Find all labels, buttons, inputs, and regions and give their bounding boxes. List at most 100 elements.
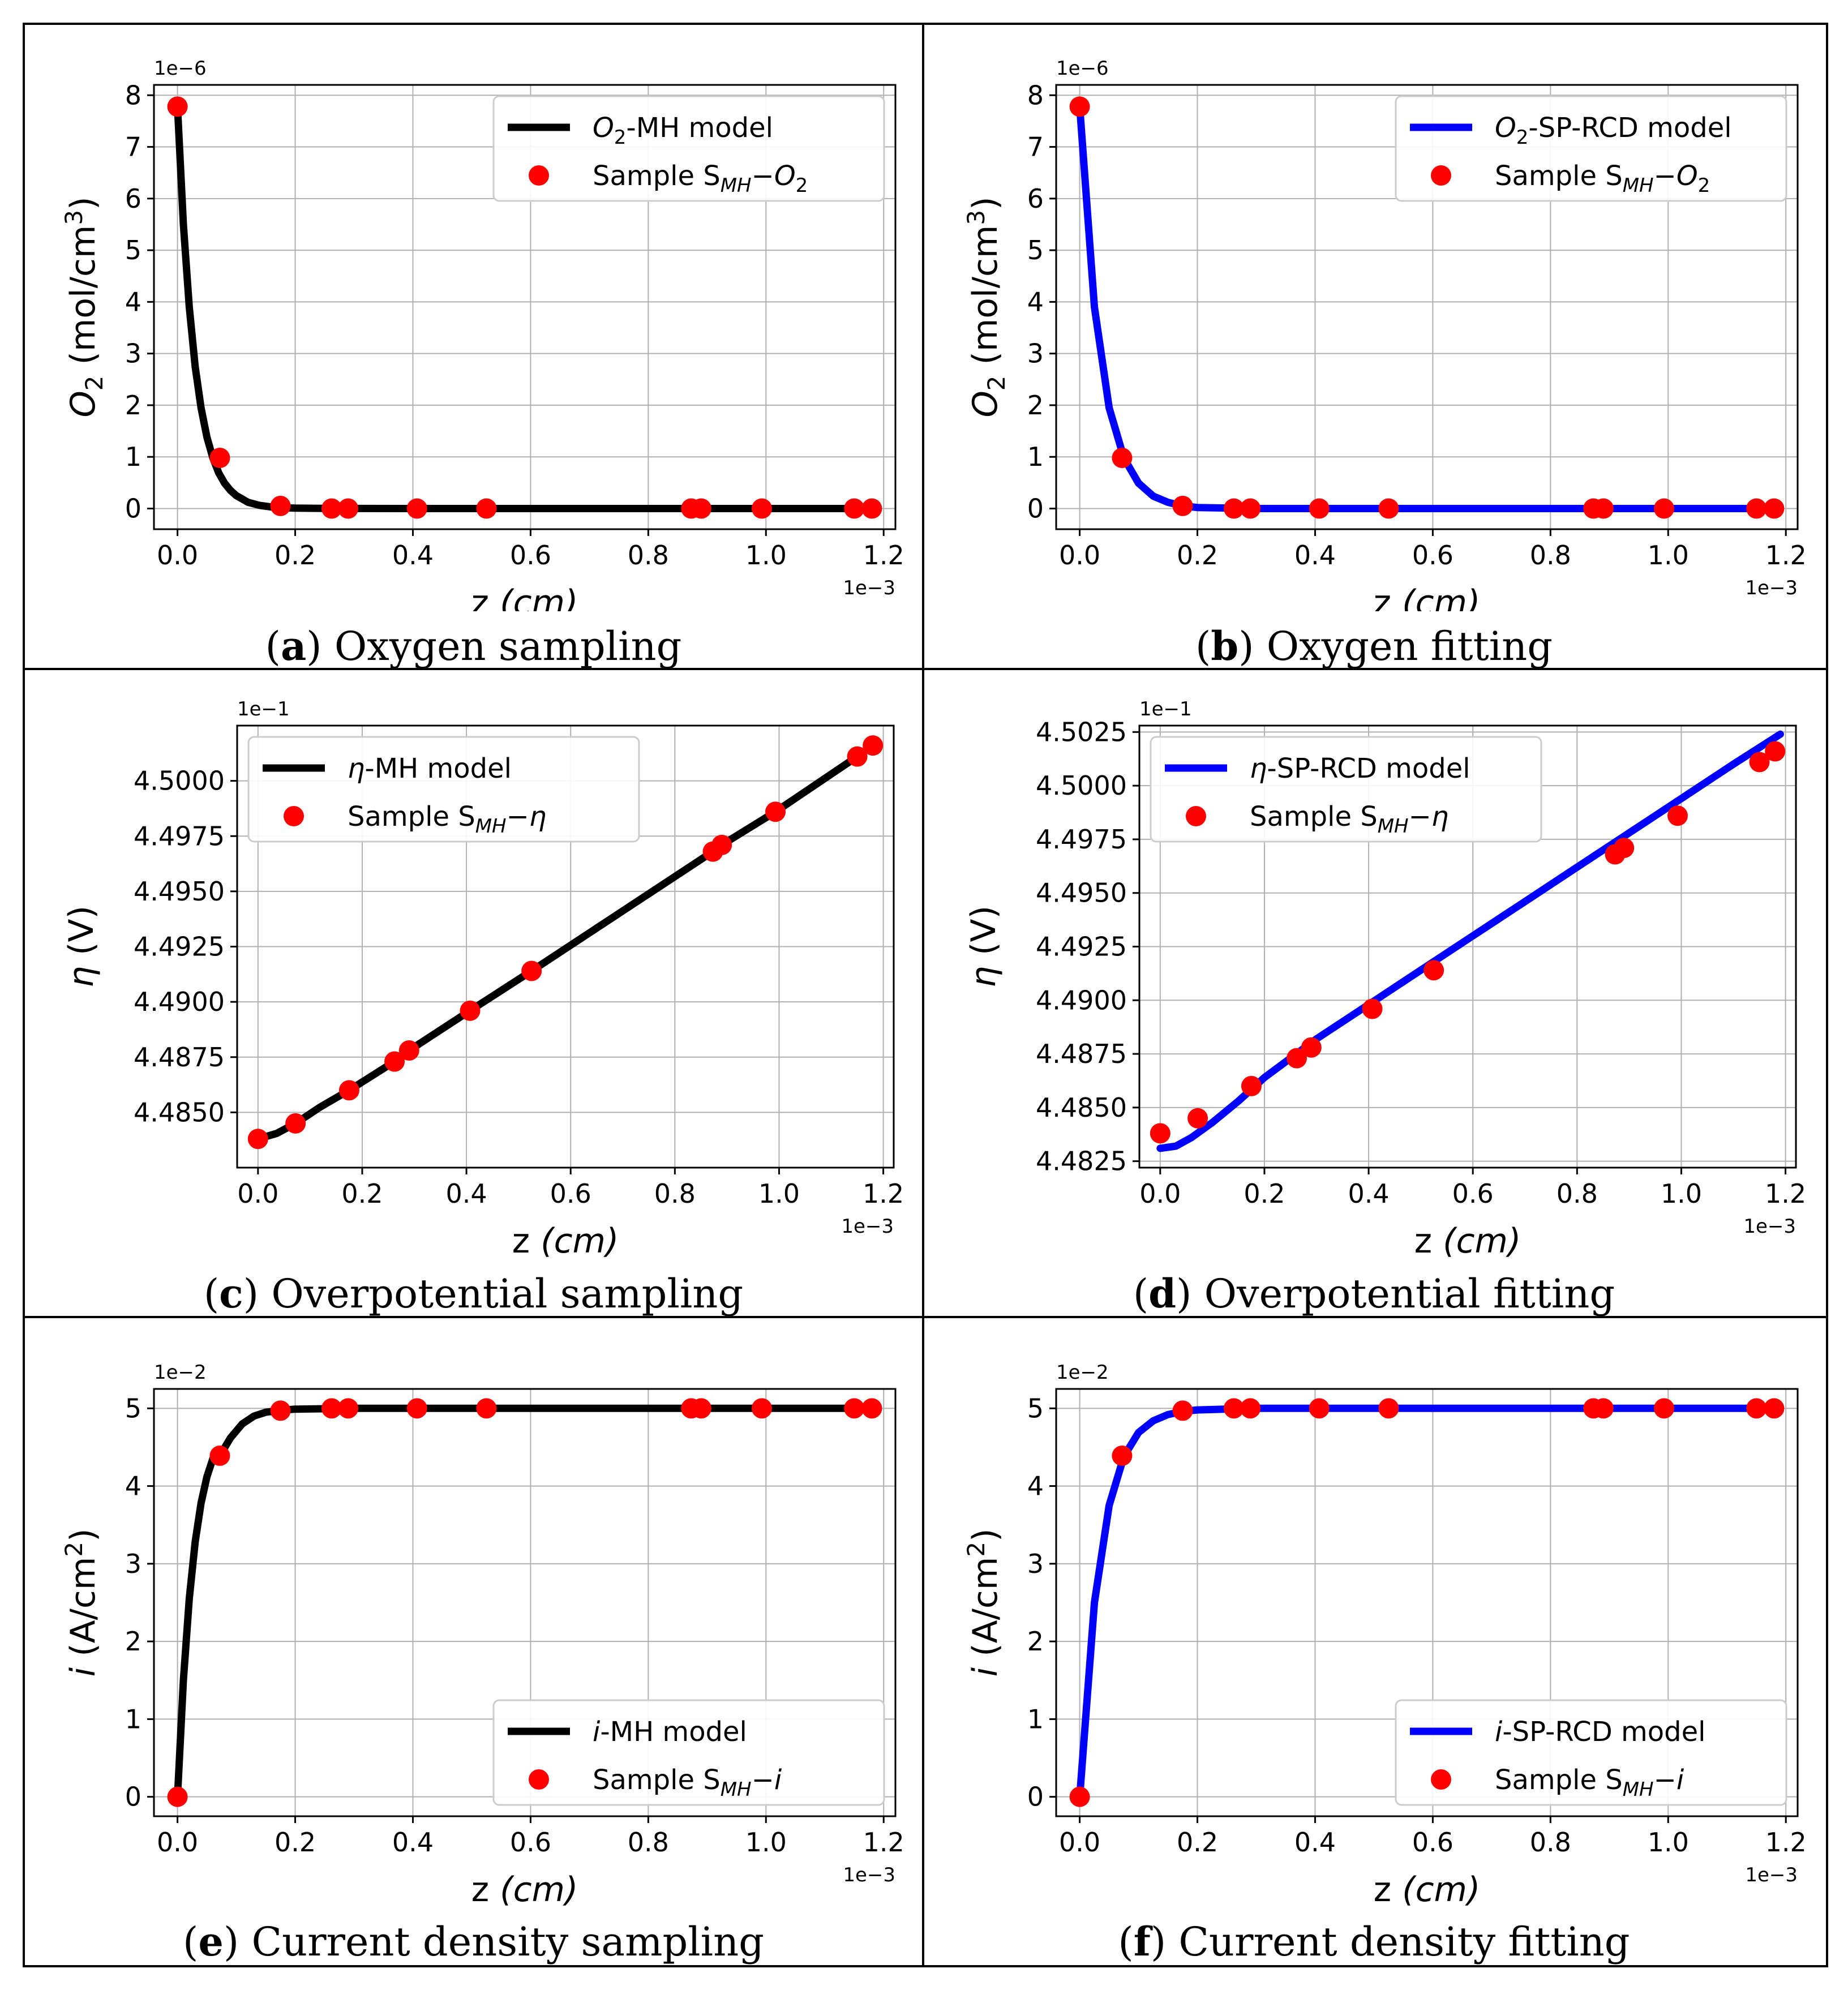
panel-letter: d	[1148, 1270, 1177, 1317]
y-tick-label: 5	[1027, 235, 1044, 265]
x-tick-label: 1.2	[1765, 1827, 1807, 1858]
scatter-series	[1150, 741, 1786, 1144]
legend-label: Sample SMH−η	[1250, 801, 1448, 838]
data-point	[1764, 498, 1785, 519]
legend-box	[247, 736, 640, 843]
x-tick-label: 1.2	[863, 1827, 904, 1858]
x-label-var: z	[1374, 583, 1403, 611]
y-tick-label: 4.5025	[1036, 717, 1127, 747]
y-tick-label: 6	[125, 183, 142, 214]
y-tick-label: 4	[125, 1471, 142, 1502]
legend-label: Sample SMH−O2	[593, 160, 808, 197]
y-tick-label: 7	[1027, 132, 1044, 162]
x-tick-label: 0.6	[1412, 540, 1453, 571]
panel-caption: (b) Oxygen fitting	[1195, 623, 1553, 670]
legend-var: −O	[752, 160, 796, 192]
legend-text: Sample S	[1495, 160, 1623, 192]
data-point	[1172, 1400, 1193, 1421]
x-axis-label: z (cm)	[1374, 583, 1481, 611]
data-point	[847, 746, 868, 767]
x-tick-label: 0.4	[1294, 540, 1336, 571]
panel-letter: b	[1211, 623, 1239, 670]
x-tick-label: 0.0	[1059, 1827, 1100, 1858]
y-label-unit: (mol/cm	[63, 225, 103, 376]
data-point	[321, 498, 342, 519]
data-point	[1593, 498, 1614, 519]
data-point	[1749, 752, 1770, 773]
x-axis-label: z (cm)	[512, 1221, 619, 1259]
axes-frame	[153, 1388, 897, 1817]
y-tick-label: 4	[125, 286, 142, 317]
x-tick-label: 0.6	[550, 1178, 591, 1209]
y-tick-label: 0	[125, 493, 142, 524]
x-label-unit: (cm)	[1402, 1870, 1480, 1907]
chart-svg: 0.0 0.2 0.4 0.6 0.8 1.0 1.2 0 1 2 3 4 5 6 7 8 1e−6 1e−3 z …	[60, 57, 904, 611]
panel-d: 0.0 0.2 0.4 0.6 0.8 1.0 1.2 4.4825 4.4850 4.4875 4…	[924, 670, 1824, 1318]
x-tick-label: 0.6	[1412, 1827, 1453, 1858]
x-tick-label: 1.2	[863, 540, 904, 571]
data-point	[1187, 1108, 1208, 1129]
x-tick-label: 0.8	[628, 1827, 669, 1858]
data-point	[1378, 498, 1399, 519]
x-tick-label: 0.0	[157, 1827, 198, 1858]
y-offset-text: 1e−2	[1056, 1361, 1109, 1384]
x-label-var: z	[471, 1870, 500, 1907]
legend-sub: MH	[475, 815, 507, 838]
y-tick-label: 3	[125, 338, 142, 369]
y-axis-label: i (A/cm2)	[962, 1528, 1005, 1676]
legend-var: −i	[752, 1764, 782, 1796]
legend-text: Sample S	[1495, 1764, 1623, 1796]
x-tick-label: 0.2	[1177, 1827, 1218, 1858]
legend-box	[1150, 736, 1542, 843]
data-point	[711, 834, 732, 855]
x-tick-label: 1.2	[863, 1178, 904, 1209]
data-point	[1223, 1398, 1244, 1419]
legend: i-MH model Sample SMH−i	[492, 1699, 885, 1806]
legend-label: i-SP-RCD model	[1495, 1716, 1706, 1748]
legend-label: Sample SMH−η	[348, 801, 546, 838]
x-tick-label: 1.0	[1661, 1178, 1702, 1209]
data-point	[765, 801, 786, 822]
y-offset-text: 1e−6	[1056, 57, 1109, 80]
caption-text: Oxygen sampling	[321, 623, 682, 670]
y-tick-label: 0	[1027, 1782, 1044, 1812]
data-point	[1240, 1398, 1261, 1419]
y-tick-label: 4.4950	[1036, 878, 1127, 908]
x-label-unit: (cm)	[1443, 1221, 1521, 1259]
legend-box	[492, 1699, 885, 1806]
y-offset-text: 1e−6	[154, 57, 207, 80]
x-label-var: z	[1414, 1221, 1443, 1259]
data-point	[751, 498, 772, 519]
y-axis-label: O2 (mol/cm3)	[60, 196, 108, 417]
y-axis-label: η (V)	[62, 906, 101, 988]
x-axis-label: z (cm)	[1414, 1221, 1521, 1259]
x-tick-label: 0.4	[1348, 1178, 1390, 1209]
y-label-unit: (A/cm	[966, 1557, 1005, 1667]
x-tick-label: 0.8	[1557, 1178, 1598, 1209]
panel-c: 0.0 0.2 0.4 0.6 0.8 1.0 1.2 4.4850 4.4875 4.4900 4…	[24, 670, 923, 1318]
data-point	[338, 1080, 359, 1101]
y-tick-label: 4.4875	[134, 1042, 225, 1073]
y-tick-label: 4.4975	[134, 821, 225, 851]
x-offset-text: 1e−3	[843, 577, 895, 599]
data-point	[751, 1398, 772, 1419]
x-tick-label: 1.0	[745, 1827, 787, 1858]
x-tick-label: 1.0	[758, 1178, 800, 1209]
y-label-var: i	[966, 1667, 1005, 1677]
legend-text: -MH model	[365, 753, 512, 784]
legend-var: −η	[507, 801, 547, 833]
series-line	[1156, 730, 1784, 1152]
x-tick-label: 1.2	[1765, 540, 1807, 571]
data-point	[861, 1398, 882, 1419]
chart-svg: 0.0 0.2 0.4 0.6 0.8 1.0 1.2 4.4825 4.4850 4.4875 4…	[964, 698, 1806, 1259]
data-point	[521, 960, 542, 981]
x-tick-label: 0.2	[1244, 1178, 1285, 1209]
data-point	[1614, 838, 1635, 859]
x-tick-label: 0.0	[1059, 540, 1100, 571]
y-offset-text: 1e−2	[154, 1361, 207, 1384]
scatter-series	[1069, 96, 1785, 519]
data-point	[691, 498, 711, 519]
x-tick-label: 0.6	[510, 540, 551, 571]
chart-svg: 0.0 0.2 0.4 0.6 0.8 1.0 1.2 0 1 2 3 4 5 1e−2 1e−3 z (cm…	[962, 1361, 1807, 1907]
